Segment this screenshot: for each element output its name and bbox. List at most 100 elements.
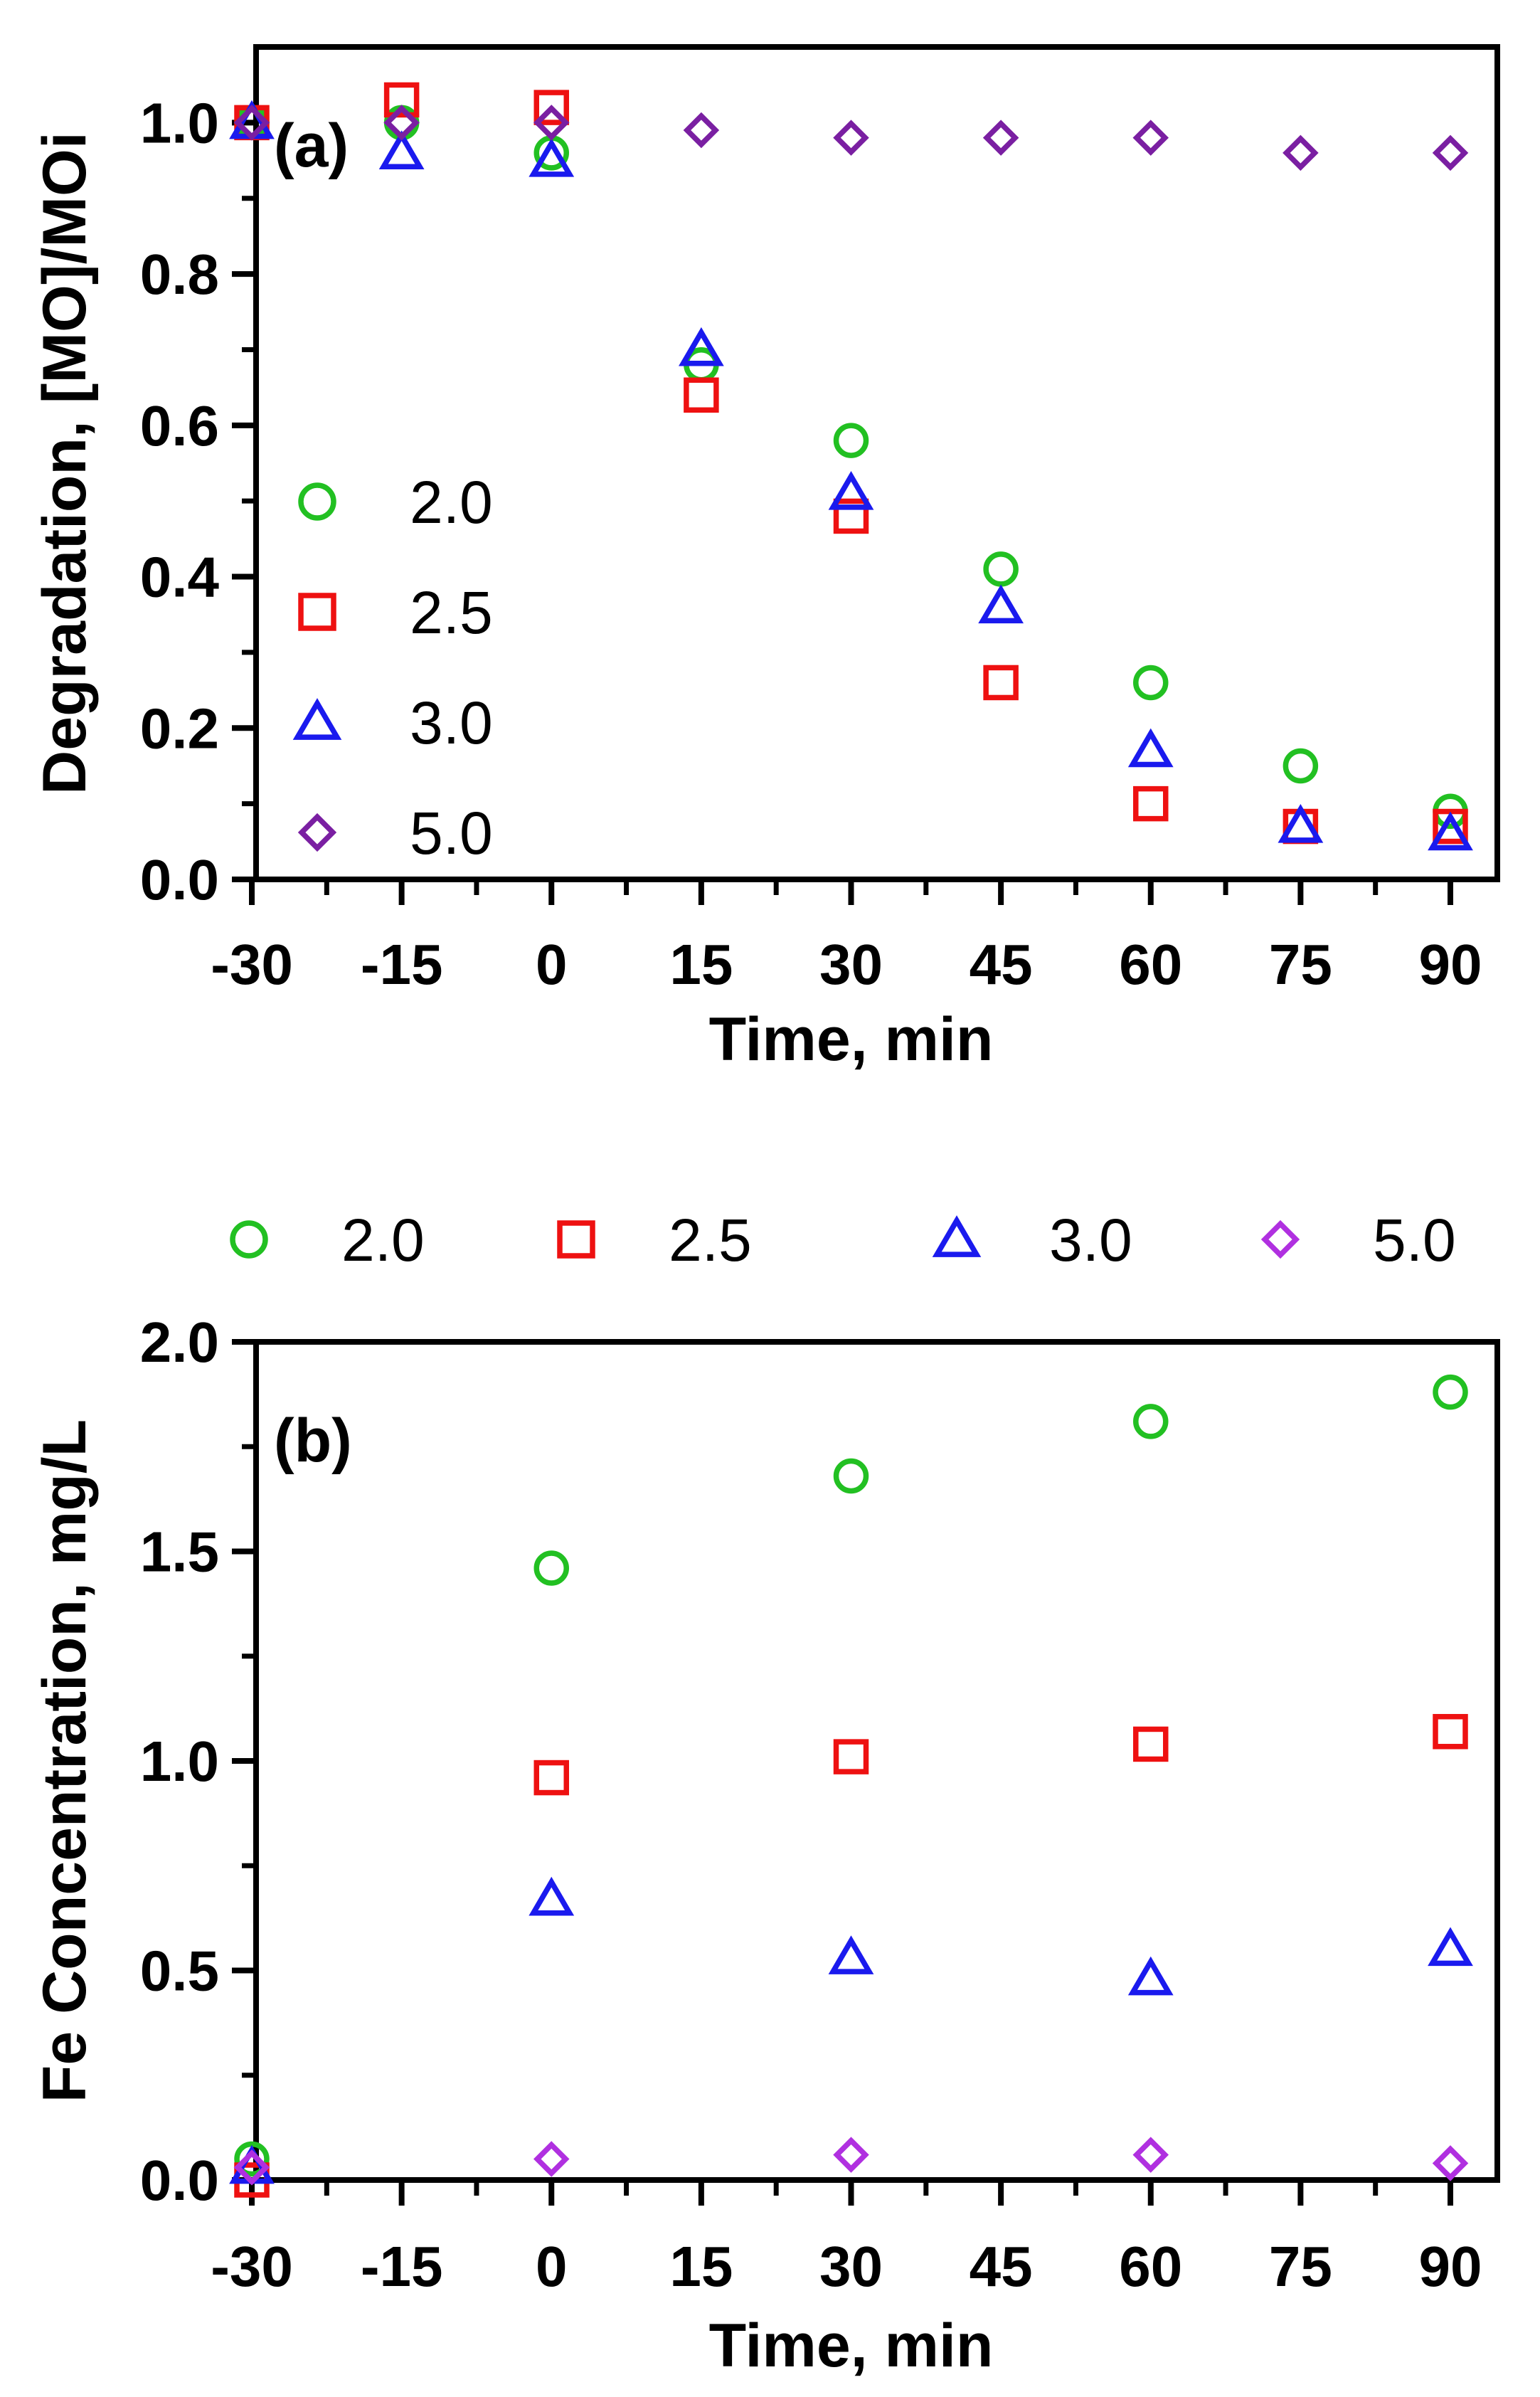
panel-b-fe-concentration: 0.0 0.5 1.0 1.5 2.0 -30 -15 0 15 30 45 60 75 90 Time, … xyxy=(31,1311,1500,2380)
data-point-square xyxy=(1133,785,1169,822)
data-point-diamond xyxy=(1132,120,1169,156)
data-point-square xyxy=(533,1760,569,1796)
data-point-circle xyxy=(833,423,869,458)
x-tick-label: 15 xyxy=(669,2235,733,2298)
y-tick-label: 0.6 xyxy=(140,394,219,457)
x-tick-label: 90 xyxy=(1419,2235,1482,2298)
legend-label: 3.0 xyxy=(410,689,493,756)
x-tick-label: 60 xyxy=(1119,933,1182,996)
y-tick-label: 2.0 xyxy=(140,1311,219,1374)
plot-frame xyxy=(253,44,1500,882)
data-point-circle xyxy=(833,1458,869,1494)
x-tick-label: 90 xyxy=(1419,933,1482,996)
data-point-diamond xyxy=(833,120,869,156)
data-point-square xyxy=(1433,808,1468,845)
panel-a-legend: 2.0 2.5 3.0 5.0 xyxy=(292,469,493,867)
data-point-triangle xyxy=(978,584,1024,624)
legend-marker-circle xyxy=(230,1220,268,1259)
data-point-circle xyxy=(234,2141,270,2177)
panel-a-degradation: 0.0 0.2 0.4 0.6 0.8 1.0 -30 -15 0 15 30 45 60 75 90 Tim… xyxy=(31,44,1500,1074)
data-point-diamond xyxy=(1283,134,1319,171)
data-point-diamond xyxy=(1432,134,1469,171)
data-point-square xyxy=(833,498,869,534)
x-tick-label: 30 xyxy=(819,2235,883,2298)
data-point-diamond xyxy=(383,105,420,141)
x-tick-label: -30 xyxy=(211,933,293,996)
data-point-triangle xyxy=(1127,728,1174,768)
x-axis-title: Time, min xyxy=(709,1005,994,1074)
x-tick-label: 15 xyxy=(669,933,733,996)
data-point-triangle xyxy=(1428,1927,1473,1967)
data-point-diamond xyxy=(533,2141,570,2177)
data-point-square xyxy=(684,377,719,413)
y-tick-label: 1.0 xyxy=(140,91,219,154)
x-tick-label: 45 xyxy=(970,933,1033,996)
legend-label: 2.0 xyxy=(410,469,493,536)
legend-marker-diamond xyxy=(297,813,337,852)
x-tick-label: 75 xyxy=(1269,2235,1332,2298)
panel-b-legend: 2.0 2.5 3.0 5.0 xyxy=(230,1207,1456,1274)
data-point-circle xyxy=(983,551,1019,587)
data-point-diamond xyxy=(683,112,720,149)
legend-label: 3.0 xyxy=(1049,1207,1132,1274)
data-point-square xyxy=(533,90,569,125)
x-tick-label: 60 xyxy=(1119,2235,1182,2298)
data-point-square xyxy=(1133,1726,1169,1762)
panel-label: (b) xyxy=(274,1407,352,1475)
data-point-diamond xyxy=(233,2149,270,2186)
series-5.0 xyxy=(233,2137,1469,2186)
y-tick-label: 0.0 xyxy=(140,2149,219,2212)
data-point-square xyxy=(983,665,1019,701)
data-point-circle xyxy=(1283,748,1319,784)
y-tick-label: 1.0 xyxy=(140,1730,219,1793)
data-point-square xyxy=(383,82,420,118)
data-point-triangle xyxy=(529,1876,575,1916)
y-axis-title: Fe Concentration, mg/L xyxy=(31,1419,99,2102)
series-2.5 xyxy=(234,1714,1468,2198)
data-point-diamond xyxy=(533,105,570,141)
data-point-triangle xyxy=(378,130,425,169)
data-point-diamond xyxy=(833,2137,869,2173)
data-point-triangle xyxy=(1127,1956,1174,1996)
data-point-diamond xyxy=(1432,2145,1469,2181)
x-tick-label: -15 xyxy=(361,933,443,996)
data-point-diamond xyxy=(233,105,270,141)
y-axis-title: Degradation, [MO]/MOi xyxy=(31,132,99,795)
x-tick-label: -15 xyxy=(361,2235,443,2298)
series-2.0 xyxy=(234,1374,1468,2177)
x-tick-label: 30 xyxy=(819,933,883,996)
legend-label: 5.0 xyxy=(1373,1207,1456,1274)
data-point-square xyxy=(833,1739,869,1774)
legend-marker-circle xyxy=(298,482,336,521)
series-5.0 xyxy=(233,105,1469,171)
data-point-diamond xyxy=(982,120,1019,156)
x-tick-label: 0 xyxy=(536,2235,568,2298)
data-point-triangle xyxy=(828,470,874,510)
data-point-circle xyxy=(533,1550,569,1586)
y-tick-label: 0.8 xyxy=(140,243,219,306)
data-point-circle xyxy=(1133,665,1169,701)
legend-marker-diamond xyxy=(1260,1219,1300,1259)
y-tick-label: 0.4 xyxy=(140,546,220,609)
data-point-diamond xyxy=(1132,2137,1169,2173)
series-2.5 xyxy=(234,82,1468,845)
legend-label: 2.5 xyxy=(410,579,493,646)
legend-label: 2.5 xyxy=(669,1207,752,1274)
x-tick-label: 0 xyxy=(536,933,568,996)
x-tick-label: 75 xyxy=(1269,933,1332,996)
x-tick-label: 45 xyxy=(970,2235,1033,2298)
y-tick-label: 1.5 xyxy=(140,1520,219,1584)
legend-label: 5.0 xyxy=(410,800,493,867)
panel-label: (a) xyxy=(274,112,349,180)
data-point-triangle xyxy=(678,327,724,366)
y-tick-label: 0.5 xyxy=(140,1940,219,2003)
data-point-triangle xyxy=(1428,811,1473,851)
legend-label: 2.0 xyxy=(341,1207,425,1274)
data-point-circle xyxy=(1133,1404,1169,1439)
legend-marker-triangle xyxy=(932,1215,982,1257)
data-point-triangle xyxy=(1278,803,1324,843)
data-point-triangle xyxy=(828,1935,874,1974)
legend-marker-square xyxy=(298,593,336,631)
data-point-circle xyxy=(1433,1374,1468,1410)
